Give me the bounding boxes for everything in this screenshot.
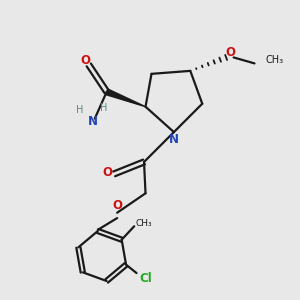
Text: Cl: Cl: [140, 272, 152, 285]
Text: N: N: [169, 133, 179, 146]
Text: CH₃: CH₃: [136, 219, 152, 228]
Text: H: H: [100, 103, 107, 113]
Text: O: O: [226, 46, 236, 59]
Text: O: O: [112, 199, 122, 212]
Text: N: N: [88, 115, 98, 128]
Text: CH₃: CH₃: [266, 56, 284, 65]
Text: H: H: [76, 105, 83, 115]
Polygon shape: [106, 89, 146, 107]
Text: O: O: [81, 54, 91, 67]
Text: O: O: [103, 166, 112, 179]
